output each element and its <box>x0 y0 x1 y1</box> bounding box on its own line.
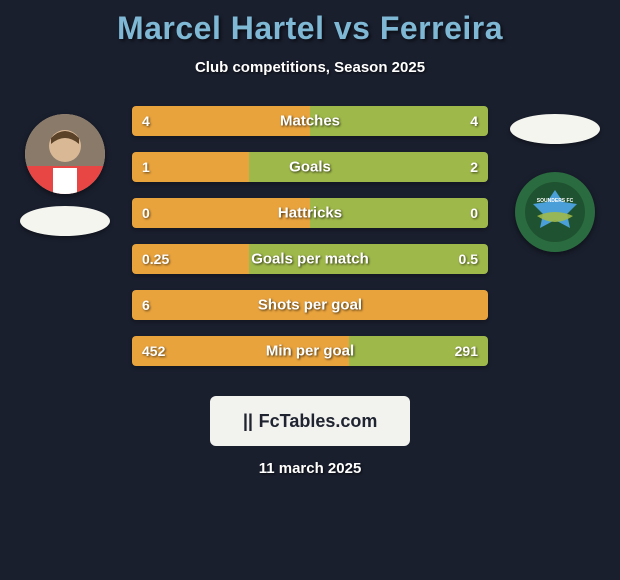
stat-bar-matches: Matches 4 4 <box>132 106 488 136</box>
player-right-team-badge: SOUNDERS FC <box>515 172 595 252</box>
bar-value-right: 291 <box>455 343 478 359</box>
bar-label: Matches <box>280 113 340 130</box>
stat-bar-shots-per-goal: Shots per goal 6 <box>132 290 488 320</box>
bar-label: Hattricks <box>278 205 342 222</box>
left-player-column <box>10 106 120 236</box>
bar-value-left: 4 <box>142 113 150 129</box>
bar-value-right: 0.5 <box>459 251 478 267</box>
player-right-team-oval <box>510 114 600 144</box>
subtitle: Club competitions, Season 2025 <box>8 59 612 76</box>
bar-value-right: 4 <box>470 113 478 129</box>
page-title: Marcel Hartel vs Ferreira <box>8 10 612 47</box>
bar-value-left: 0.25 <box>142 251 169 267</box>
stat-bar-min-per-goal: Min per goal 452 291 <box>132 336 488 366</box>
bar-value-left: 452 <box>142 343 165 359</box>
bar-value-left: 6 <box>142 297 150 313</box>
right-player-column: SOUNDERS FC <box>500 106 610 252</box>
bar-label: Goals per match <box>251 251 369 268</box>
bar-label: Goals <box>289 159 331 176</box>
bar-value-left: 1 <box>142 159 150 175</box>
player-left-team-oval <box>20 206 110 236</box>
bar-value-right: 2 <box>470 159 478 175</box>
date-label: 11 march 2025 <box>8 460 612 477</box>
stat-bars: Matches 4 4 Goals 1 2 Hattricks 0 0 Goals per mat… <box>132 106 488 382</box>
bar-label: Min per goal <box>266 343 354 360</box>
fctables-logo: || FcTables.com <box>210 396 410 446</box>
player-left-photo <box>25 114 105 194</box>
bar-right-fill <box>249 152 488 182</box>
fctables-logo-icon: || <box>243 411 253 432</box>
svg-text:SOUNDERS FC: SOUNDERS FC <box>537 198 574 204</box>
fctables-logo-text: FcTables.com <box>259 411 378 432</box>
stat-bar-hattricks: Hattricks 0 0 <box>132 198 488 228</box>
bar-label: Shots per goal <box>258 297 362 314</box>
comparison-row: Matches 4 4 Goals 1 2 Hattricks 0 0 Goals per mat… <box>8 106 612 382</box>
stat-bar-goals: Goals 1 2 <box>132 152 488 182</box>
bar-value-left: 0 <box>142 205 150 221</box>
stat-bar-goals-per-match: Goals per match 0.25 0.5 <box>132 244 488 274</box>
bar-value-right: 0 <box>470 205 478 221</box>
